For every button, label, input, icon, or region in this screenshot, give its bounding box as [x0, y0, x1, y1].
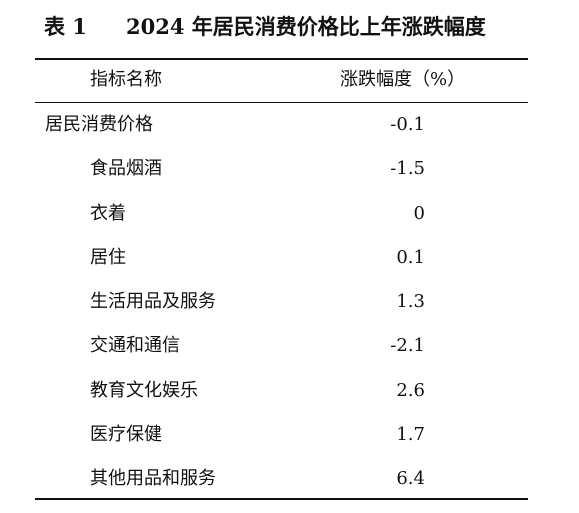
row-value: 0.1 — [396, 246, 425, 268]
table-row: 居住 0.1 — [0, 241, 579, 285]
row-value: 0 — [413, 202, 425, 224]
column-header-value: 涨跌幅度（%） — [340, 69, 466, 90]
row-name: 交通和通信 — [90, 335, 180, 357]
row-name: 食品烟酒 — [90, 158, 162, 180]
row-value: -0.1 — [390, 114, 425, 135]
table-title-text: 2024 年居民消费价格比上年涨跌幅度 — [126, 14, 486, 39]
row-name: 生活用品及服务 — [90, 291, 216, 313]
table-body: 居民消费价格 -0.1 食品烟酒 -1.5 衣着 0 居住 0.1 生活用品及服… — [0, 108, 579, 507]
table-row: 居民消费价格 -0.1 — [0, 108, 579, 152]
row-value: 6.4 — [396, 468, 425, 490]
row-value: 2.6 — [396, 379, 425, 401]
row-name: 其他用品和服务 — [90, 468, 216, 490]
row-name: 居住 — [90, 246, 126, 268]
table-row: 医疗保健 1.7 — [0, 418, 579, 462]
row-value: 1.3 — [396, 291, 425, 313]
table-bottom-rule — [35, 498, 528, 500]
table-top-rule — [35, 58, 528, 60]
column-header-name: 指标名称 — [90, 69, 162, 90]
table-row: 生活用品及服务 1.3 — [0, 285, 579, 329]
row-value: -2.1 — [390, 335, 425, 357]
row-name: 医疗保健 — [90, 424, 162, 446]
table-row: 衣着 0 — [0, 197, 579, 241]
table-row: 食品烟酒 -1.5 — [0, 152, 579, 196]
table-row: 交通和通信 -2.1 — [0, 329, 579, 373]
row-name: 衣着 — [90, 202, 126, 224]
table-row: 教育文化娱乐 2.6 — [0, 374, 579, 418]
table-title: 表 1 2024 年居民消费价格比上年涨跌幅度 — [44, 12, 564, 42]
row-value: 1.7 — [396, 424, 425, 446]
table-header-rule — [35, 102, 528, 103]
row-value: -1.5 — [390, 158, 425, 180]
table-number: 表 1 — [44, 14, 87, 39]
row-name: 教育文化娱乐 — [90, 379, 198, 401]
table-row: 其他用品和服务 6.4 — [0, 462, 579, 506]
row-name: 居民消费价格 — [45, 114, 153, 135]
